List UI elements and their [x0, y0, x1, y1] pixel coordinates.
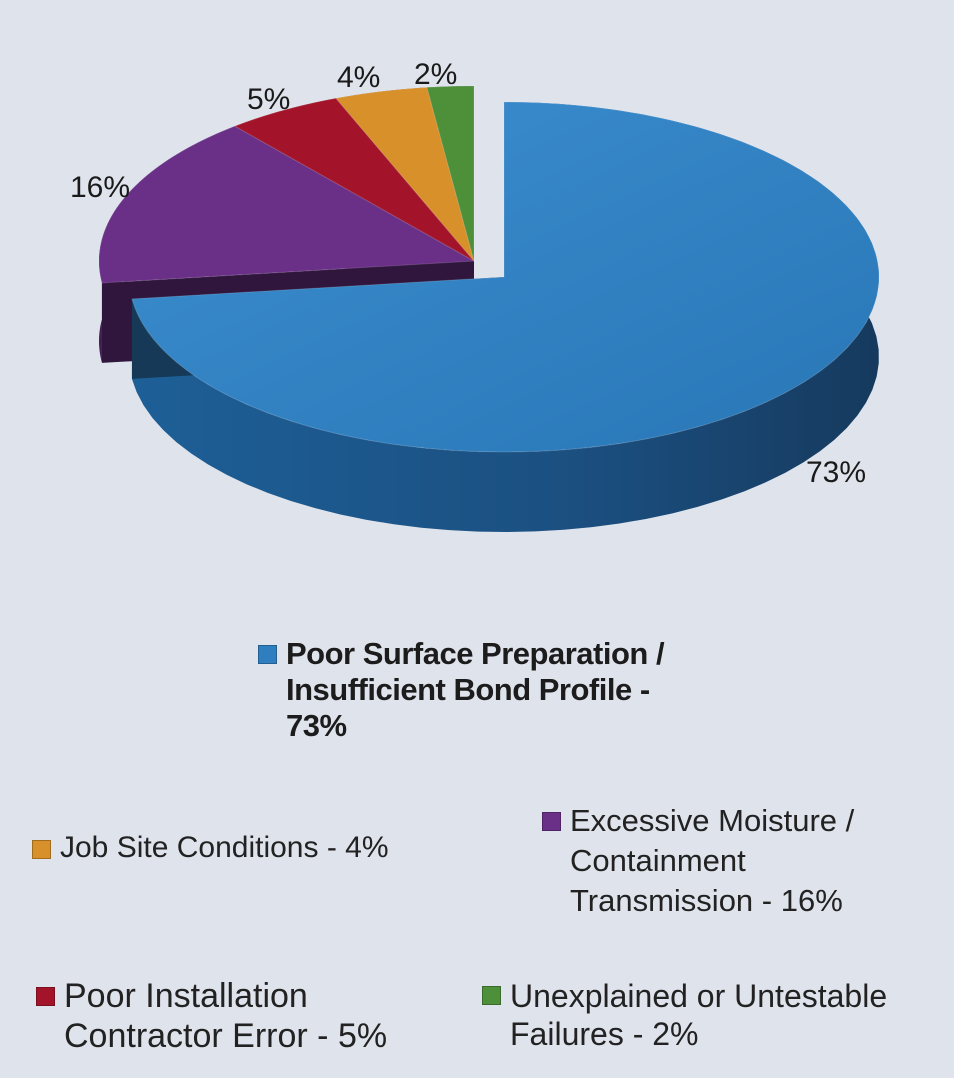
pie-slice-unexplained	[426, 85, 475, 262]
pct-label-unexplained: 2%	[414, 58, 457, 91]
legend-label-poor-surface: Poor Surface Preparation / Insufficient …	[286, 636, 665, 743]
legend-label-job-site: Job Site Conditions - 4%	[60, 831, 389, 864]
legend-item-installation: Poor Installation Contractor Error - 5%	[36, 976, 387, 1056]
legend-item-moisture: Excessive Moisture / Containment Transmi…	[542, 801, 854, 921]
pct-label-moisture: 16%	[70, 171, 130, 204]
pie-slice-moisture	[98, 125, 476, 284]
pie-chart: 73% 16% 5% 4% 2%	[70, 58, 880, 532]
legend-swatch-orange	[32, 840, 51, 859]
pie-slice-job-site	[335, 86, 475, 262]
pct-label-job-site: 4%	[337, 61, 380, 94]
legend-item-poor-surface: Poor Surface Preparation / Insufficient …	[258, 636, 728, 744]
legend-swatch-purple	[542, 812, 561, 831]
legend-swatch-blue	[258, 645, 277, 664]
pie-slice-poor-surface	[131, 101, 880, 453]
pct-label-poor-surface: 73%	[806, 456, 866, 489]
legend-swatch-red	[36, 987, 55, 1006]
pie-percent-labels: 73% 16% 5% 4% 2%	[70, 58, 866, 489]
legend-item-unexplained: Unexplained or Untestable Failures - 2%	[482, 977, 887, 1053]
legend-label-unexplained: Unexplained or Untestable Failures - 2%	[510, 978, 888, 1052]
pie-slices	[98, 85, 880, 532]
legend-swatch-green	[482, 986, 501, 1005]
legend-label-installation: Poor Installation Contractor Error - 5%	[64, 977, 388, 1055]
legend-item-job-site: Job Site Conditions - 4%	[32, 831, 389, 865]
legend-label-moisture: Excessive Moisture / Containment Transmi…	[570, 803, 855, 918]
pie-slice-installation	[233, 97, 475, 262]
pct-label-installation: 5%	[247, 83, 290, 116]
